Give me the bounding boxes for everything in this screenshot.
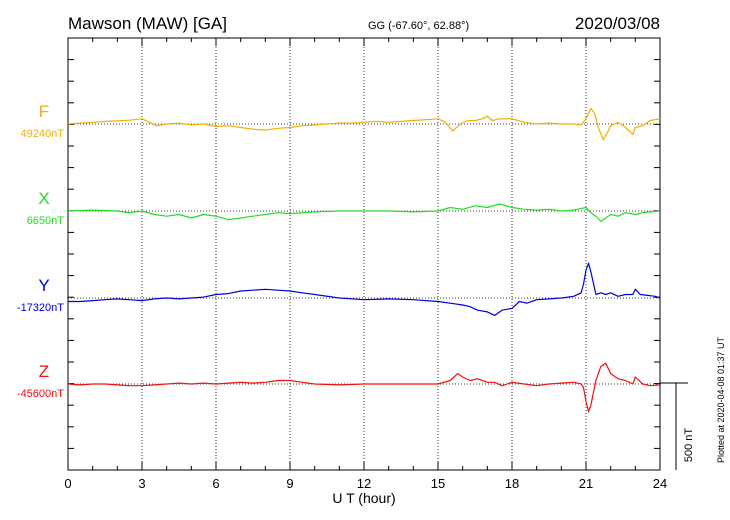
series-layer — [67, 107, 661, 413]
x-tick-label: 0 — [64, 476, 71, 491]
series-line-f — [67, 107, 661, 141]
series-baseline-y: -17320nT — [17, 302, 64, 314]
x-tick-label: 9 — [286, 476, 293, 491]
station-title: Mawson (MAW) [GA] — [68, 14, 227, 33]
tick-layer: 0 3 6 9 12 15 18 21 24 — [64, 38, 667, 491]
plotted-timestamp: Plotted at 2020-04-08 01:37 UT — [716, 336, 726, 463]
series-name-x: X — [38, 189, 49, 208]
date-label: 2020/03/08 — [575, 14, 660, 33]
series-line-x — [67, 203, 661, 222]
x-tick-label: 3 — [138, 476, 145, 491]
series-name-y: Y — [38, 276, 49, 295]
x-tick-label: 6 — [212, 476, 219, 491]
x-tick-label: 24 — [653, 476, 667, 491]
series-name-z: Z — [39, 362, 49, 381]
series-line-z — [67, 362, 661, 413]
series-name-f: F — [39, 102, 49, 121]
x-tick-label: 15 — [431, 476, 445, 491]
series-baseline-z: -45600nT — [17, 388, 64, 400]
series-baseline-x: 6650nT — [27, 215, 65, 227]
x-tick-label: 18 — [505, 476, 519, 491]
x-tick-label: 12 — [357, 476, 371, 491]
label-layer: F 49240nT X 6650nT Y -17320nT Z -45600nT — [17, 102, 64, 400]
coordinates-label: GG (-67.60°, 62.88°) — [368, 20, 469, 32]
scale-bar: 500 nT — [660, 382, 695, 470]
x-axis-label: U T (hour) — [332, 490, 395, 506]
series-baseline-f: 49240nT — [21, 128, 65, 140]
x-tick-label: 21 — [579, 476, 593, 491]
grid-layer — [68, 38, 660, 470]
series-line-y — [68, 262, 661, 316]
scale-bar-label: 500 nT — [683, 428, 695, 463]
